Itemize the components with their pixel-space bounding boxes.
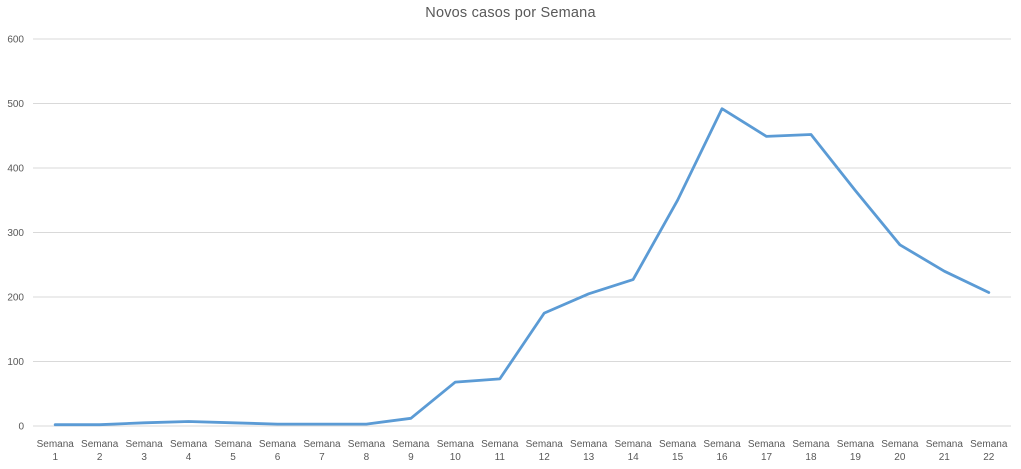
x-axis-label-line1: Semana [570, 439, 608, 450]
x-axis-label-line2: 19 [850, 452, 862, 463]
x-axis-label-line1: Semana [214, 439, 252, 450]
y-axis-label-0: 0 [18, 422, 24, 433]
x-axis-label-line1: Semana [926, 439, 964, 450]
x-axis-label-line1: Semana [881, 439, 919, 450]
y-axis-label-600: 600 [7, 35, 24, 46]
x-axis-label-line2: 6 [275, 452, 281, 463]
x-axis-label-line1: Semana [437, 439, 475, 450]
x-axis-label-line2: 17 [761, 452, 773, 463]
x-axis-label-line1: Semana [481, 439, 519, 450]
chart-title: Novos casos por Semana [425, 5, 596, 21]
x-axis-label-line2: 13 [583, 452, 595, 463]
x-axis-label-line1: Semana [615, 439, 653, 450]
x-axis-label-line2: 10 [450, 452, 462, 463]
x-axis-label-line1: Semana [526, 439, 564, 450]
y-axis-label-300: 300 [7, 228, 24, 239]
x-axis-label-line1: Semana [970, 439, 1008, 450]
x-axis-label-line1: Semana [170, 439, 208, 450]
x-axis-label-line1: Semana [37, 439, 75, 450]
y-axis-label-500: 500 [7, 99, 24, 110]
x-axis-label-line2: 11 [495, 452, 506, 463]
x-axis-label-line2: 14 [628, 452, 640, 463]
x-axis-label-line2: 5 [230, 452, 236, 463]
x-axis-label-line1: Semana [259, 439, 297, 450]
x-axis-label-line1: Semana [126, 439, 164, 450]
x-axis-label-line2: 9 [408, 452, 414, 463]
x-axis-label-line2: 8 [364, 452, 370, 463]
x-axis-label-line2: 2 [97, 452, 103, 463]
x-axis-label-line2: 7 [319, 452, 325, 463]
x-axis-label-line1: Semana [837, 439, 875, 450]
x-axis-label-line2: 22 [983, 452, 995, 463]
y-axis-label-100: 100 [7, 357, 24, 368]
x-axis-label-line2: 4 [186, 452, 192, 463]
x-axis-label-line2: 18 [805, 452, 817, 463]
x-axis-label-line2: 12 [539, 452, 551, 463]
x-axis-label-line1: Semana [303, 439, 341, 450]
x-axis-label-line1: Semana [392, 439, 430, 450]
x-axis-label-line2: 16 [716, 452, 728, 463]
x-axis-label-line1: Semana [748, 439, 786, 450]
x-axis-label-line2: 20 [894, 452, 906, 463]
x-axis-label-line2: 3 [141, 452, 147, 463]
y-axis-label-200: 200 [7, 293, 24, 304]
x-axis-label-line2: 1 [52, 452, 58, 463]
x-axis-label-line1: Semana [348, 439, 386, 450]
data-series-line [53, 107, 991, 427]
x-axis-label-line2: 15 [672, 452, 684, 463]
x-axis-label-line1: Semana [703, 439, 741, 450]
x-axis-label-line1: Semana [81, 439, 119, 450]
y-axis-label-400: 400 [7, 164, 24, 175]
x-axis-label-line2: 21 [939, 452, 951, 463]
x-axis-label-line1: Semana [659, 439, 697, 450]
x-axis-label-line1: Semana [792, 439, 830, 450]
